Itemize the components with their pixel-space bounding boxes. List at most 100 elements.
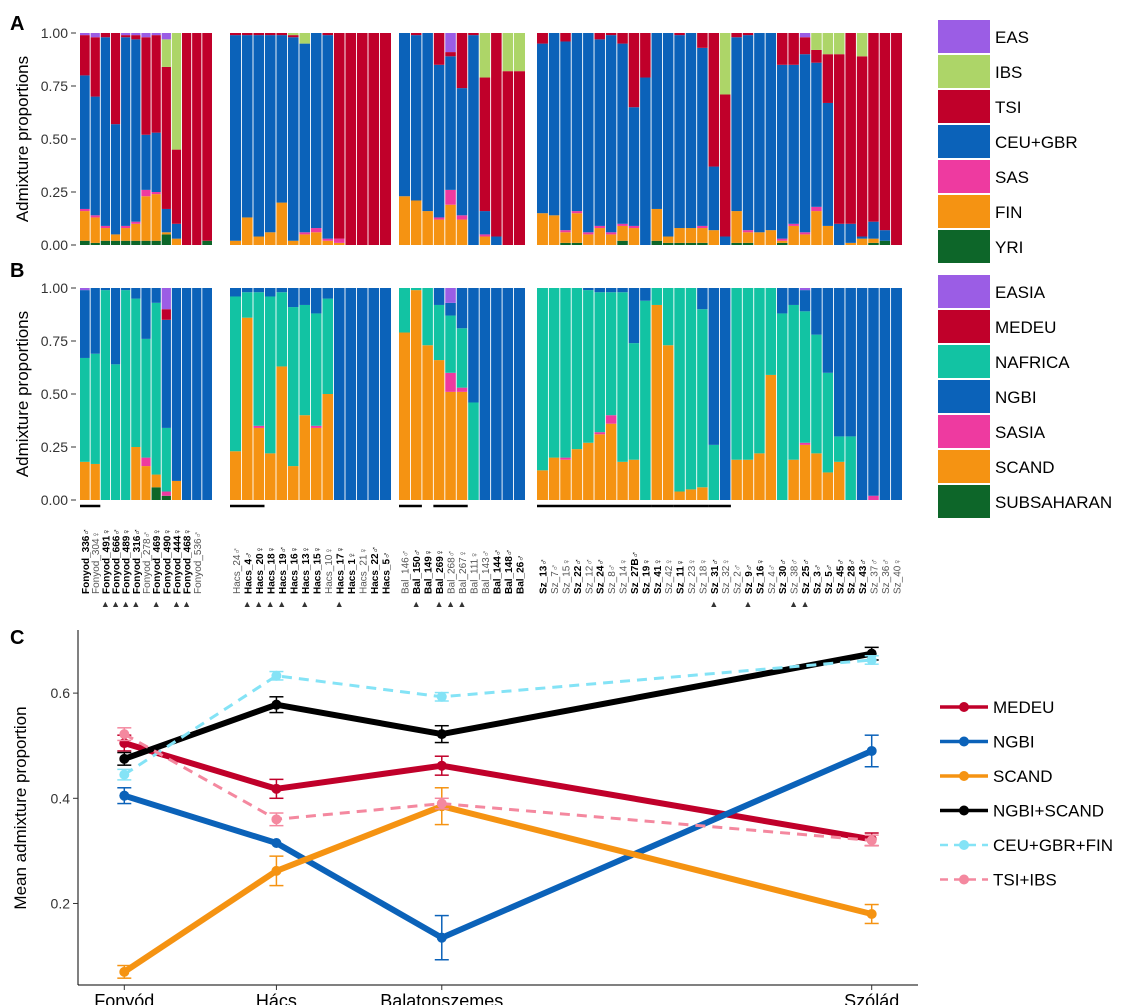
bar-segment <box>130 240 141 245</box>
sample-label: Hacs_1♀ <box>347 551 358 594</box>
bar-segment <box>299 43 311 233</box>
bar-segment <box>444 52 457 57</box>
sample-label: Sz_40♀ <box>892 558 903 594</box>
bar-segment <box>161 66 172 209</box>
legend-swatch <box>938 485 990 518</box>
sample-label: Hacs_24♂ <box>232 547 243 594</box>
bar-segment <box>399 332 411 500</box>
bar-segment <box>161 39 172 67</box>
bar-segment <box>708 444 720 500</box>
bar-segment <box>201 33 212 241</box>
bar-segment <box>110 234 121 241</box>
bar-segment <box>628 225 640 229</box>
bar-segment <box>605 423 617 500</box>
bar-segment <box>810 49 823 63</box>
sample-label: Sz_42♀ <box>664 558 675 594</box>
data-point <box>866 654 877 665</box>
bar-segment <box>479 288 491 500</box>
bar-segment <box>548 33 560 216</box>
bar-segment <box>399 196 411 245</box>
bar-segment <box>833 223 845 245</box>
bar-segment <box>322 238 334 241</box>
bar-segment <box>333 242 345 245</box>
bar-segment <box>673 491 686 500</box>
bar-segment <box>810 334 823 454</box>
legend-marker <box>959 736 969 747</box>
bar-segment <box>253 236 265 245</box>
bar-segment <box>379 33 391 245</box>
bar-segment <box>230 451 242 500</box>
legend-label: SUBSAHARAN <box>995 493 1112 512</box>
bar-segment <box>433 64 445 218</box>
bar-segment <box>151 132 162 192</box>
bar-segment <box>605 234 617 245</box>
legend-marker <box>959 874 969 885</box>
bar-segment <box>673 33 686 36</box>
sample-label: Hacs_21♀ <box>358 547 369 594</box>
sample-label: Sz_15♀ <box>562 558 573 594</box>
bar-segment <box>879 240 891 245</box>
bar-segment <box>287 288 299 308</box>
sample-label: Bal_143♂ <box>481 550 492 594</box>
bar-segment <box>867 495 880 500</box>
bar-segment <box>276 202 288 245</box>
bar-segment <box>822 372 834 473</box>
sample-label: Sz_41♀ <box>653 558 664 594</box>
panel-c: C Mean admixture proportion 0.2 0.4 0.6 Fonyó… <box>10 627 1113 1005</box>
sample-label: Hacs_17♀ <box>335 546 346 594</box>
bar-segment <box>161 491 172 496</box>
bar-segment <box>110 364 121 500</box>
data-point <box>271 865 282 876</box>
bar-segment <box>253 427 265 500</box>
bar-segment <box>582 290 595 443</box>
bar-segment <box>433 304 445 361</box>
y-tick-label: 0.2 <box>51 895 71 911</box>
bar-segment <box>287 307 299 467</box>
bar-segment <box>719 288 731 500</box>
bar-segment <box>559 33 572 42</box>
bar-segment <box>810 453 823 500</box>
bar-segment <box>753 453 766 500</box>
bar-segment <box>161 234 172 245</box>
bar-segment <box>151 192 162 195</box>
bar-segment <box>276 366 288 500</box>
bar-segment <box>559 232 572 243</box>
bar-segment <box>582 33 595 233</box>
bar-segment <box>513 33 525 72</box>
bar-segment <box>685 242 697 245</box>
bar-segment <box>822 472 834 500</box>
legend-marker <box>959 702 969 712</box>
sample-label: Hacs_19♂ <box>278 546 289 594</box>
sample-label: Bal_146♂ <box>401 550 412 594</box>
legend-label: SAS <box>995 168 1029 187</box>
bar-segment <box>616 43 629 224</box>
bar-segment <box>810 206 823 212</box>
sample-label: Sz_45♂ <box>835 558 846 594</box>
bar-segment <box>322 35 334 239</box>
legend-swatch <box>938 415 990 448</box>
bar-segment <box>299 234 311 245</box>
bar-segment <box>776 288 788 314</box>
sample-label: Sz_5♂ <box>824 564 835 594</box>
bar-segment <box>582 442 595 500</box>
bar-segment <box>310 427 322 500</box>
sample-label: Sz_16♀ <box>755 558 766 594</box>
bar-segment <box>867 242 880 245</box>
bar-segment <box>879 288 891 500</box>
bar-segment <box>594 434 606 500</box>
marker-triangle: ▲ <box>744 599 753 609</box>
sample-label: Sz_2♂ <box>733 564 744 594</box>
bar-segment <box>628 107 640 226</box>
bar-segment <box>696 309 709 488</box>
bar-segment <box>310 33 322 229</box>
bar-segment <box>253 292 265 426</box>
bar-segment <box>90 288 101 354</box>
bar-segment <box>287 37 299 241</box>
bar-segment <box>628 33 640 108</box>
marker-triangle: ▲ <box>801 599 810 609</box>
bar-segment <box>161 319 172 428</box>
sample-label: Fonyod_444♀ <box>172 528 183 594</box>
bar-segment <box>264 296 276 454</box>
bar-segment <box>594 225 606 229</box>
y-tick-label: 0.00 <box>41 237 68 253</box>
